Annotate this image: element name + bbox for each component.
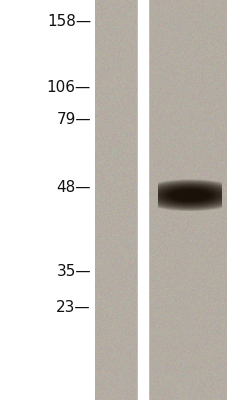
Bar xyxy=(137,0,147,400)
Text: 79—: 79— xyxy=(56,112,91,128)
Text: 106—: 106— xyxy=(47,80,91,96)
Text: 48—: 48— xyxy=(56,180,91,196)
Text: 35—: 35— xyxy=(56,264,91,280)
Text: 23—: 23— xyxy=(56,300,91,316)
Bar xyxy=(0,0,95,400)
Text: 158—: 158— xyxy=(47,14,91,30)
